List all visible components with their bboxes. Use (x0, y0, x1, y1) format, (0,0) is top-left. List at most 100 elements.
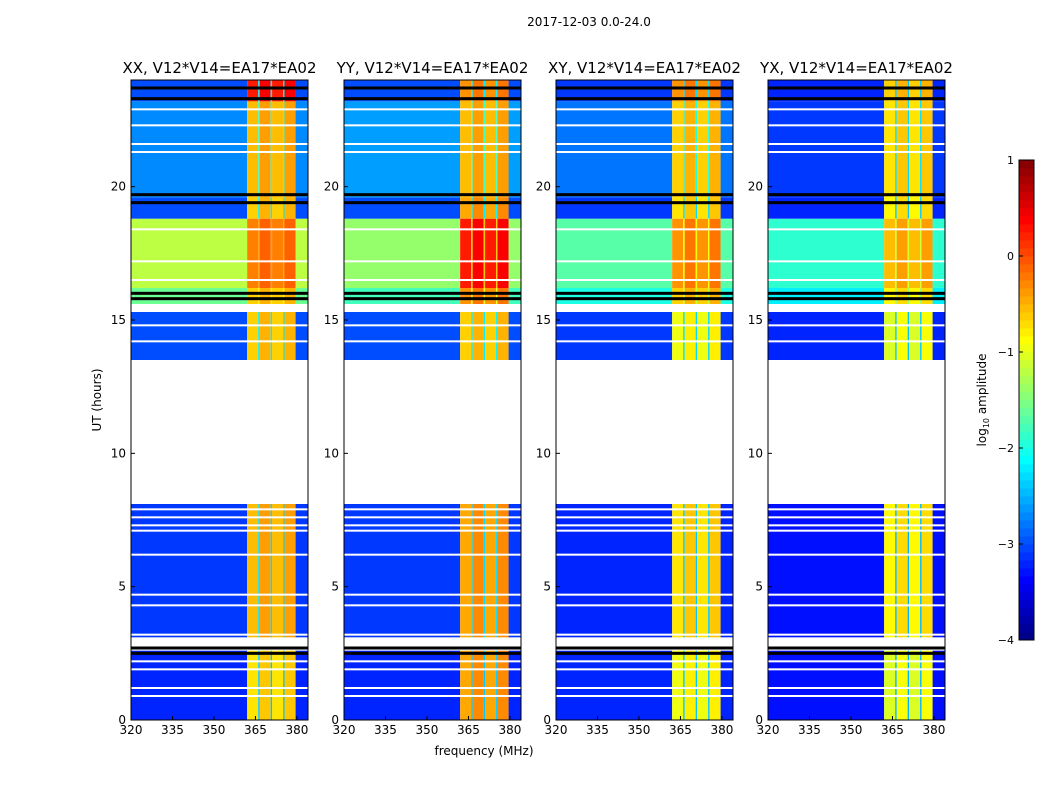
heatmap-cell-hot-channel (472, 504, 484, 638)
colorbar-tick-label: 0 (1007, 250, 1014, 263)
colorbar-tick-label: −2 (998, 442, 1014, 455)
heatmap-cell-channel-edge (907, 101, 910, 198)
x-tick-label: 320 (757, 723, 780, 737)
y-tick-label: 15 (536, 313, 551, 327)
panel-title: YX, V12*V14=EA17*EA02 (759, 59, 953, 77)
heatmap-cell-channel-edge (683, 218, 685, 288)
colorbar-swatch (1019, 584, 1034, 593)
heatmap-cell-hot-channel (909, 504, 921, 638)
colorbar-swatch (1019, 192, 1034, 201)
heatmap-cell-channel-edge (270, 288, 273, 304)
heatmap-cell-hot-channel (259, 288, 271, 304)
heatmap-cell-hot-channel (909, 101, 921, 198)
heatmap-cell-hot-channel (472, 650, 484, 720)
heatmap-cell-background (932, 218, 945, 288)
heatmap-cell-background (932, 80, 945, 102)
colorbar-swatch (1019, 464, 1034, 473)
heatmap-cell-channel-edge (695, 650, 698, 720)
heatmap-cell-hot-channel (896, 650, 908, 720)
heatmap-cell-channel-edge (907, 504, 910, 638)
flagged-dark-line (556, 97, 733, 101)
flagged-white-line (131, 279, 308, 281)
heatmap-cell-background (768, 288, 885, 304)
y-tick-label: 15 (748, 313, 763, 327)
heatmap-cell-channel-edge (895, 101, 897, 198)
flagged-white-line (344, 143, 521, 145)
flagged-dark-line (768, 651, 945, 655)
heatmap-cell-hot-channel (684, 288, 696, 304)
flagged-white-line (131, 524, 308, 527)
x-axis-label: frequency (MHz) (434, 744, 533, 758)
flagged-dark-line (556, 646, 733, 650)
axes-frame (767, 79, 946, 721)
heatmap-cell-hot-channel (485, 312, 497, 360)
heatmap-cell-hot-channel (896, 504, 908, 638)
flagged-white-line (344, 260, 521, 263)
heatmap-cell-channel-edge (695, 504, 698, 638)
flagged-dark-line (344, 97, 521, 101)
heatmap-cell-hot-channel (497, 504, 509, 638)
heatmap-cell-background (131, 101, 248, 198)
heatmap-cell-channel-edge (258, 101, 260, 198)
y-tick-label: 20 (748, 180, 763, 194)
colorbar-swatch (1019, 480, 1034, 489)
x-tick-label: 380 (922, 723, 945, 737)
heatmap-cell-hot-channel (697, 101, 709, 198)
flagged-white-line (768, 660, 945, 663)
heatmap-cell-hot-channel (460, 80, 472, 102)
y-tick-label: 20 (536, 180, 551, 194)
heatmap-cell-channel-edge (270, 650, 273, 720)
colorbar-swatch (1019, 352, 1034, 361)
colorbar-frame (1018, 159, 1035, 641)
y-tick-label: 5 (543, 580, 551, 594)
flagged-white-line (556, 604, 733, 607)
heatmap-cell-hot-channel (672, 312, 684, 360)
heatmap-cell-hot-channel (497, 218, 509, 288)
heatmap-cell-channel-edge (483, 101, 486, 198)
heatmap-cell-background (720, 312, 733, 360)
flagged-gap (131, 360, 308, 504)
flagged-dark-line (131, 86, 308, 90)
flagged-gap (131, 304, 308, 312)
heatmap-cell-background (508, 101, 521, 198)
flagged-dark-line (768, 193, 945, 197)
colorbar-swatch (1019, 280, 1034, 289)
heatmap-cell-background (508, 80, 521, 102)
heatmap-cell-hot-channel (884, 312, 896, 360)
x-tick-label: 380 (498, 723, 521, 737)
flagged-dark-line (556, 297, 733, 301)
heatmap-cell-hot-channel (896, 197, 908, 219)
flagged-white-line (344, 604, 521, 607)
colorbar-swatch (1019, 248, 1034, 257)
heatmap-cell-background (344, 80, 461, 102)
flagged-dark-line (768, 291, 945, 295)
heatmap-cell-channel-edge (471, 218, 473, 288)
heatmap-cell-hot-channel (672, 101, 684, 198)
flagged-gap (556, 304, 733, 312)
y-tick-label: 0 (118, 713, 126, 727)
heatmap-cell-hot-channel (485, 504, 497, 638)
heatmap-cell-channel-edge (270, 197, 273, 219)
flagged-white-line (344, 151, 521, 153)
flagged-white-line (768, 639, 945, 641)
flagged-white-line (344, 340, 521, 343)
heatmap-cell-channel-edge (483, 218, 486, 288)
heatmap-cell-hot-channel (497, 80, 509, 102)
x-tick-label: 335 (586, 723, 609, 737)
heatmap-cell-channel-edge (258, 312, 260, 360)
colorbar-swatch (1019, 520, 1034, 529)
heatmap-cell-hot-channel (485, 197, 497, 219)
heatmap-cell-hot-channel (460, 504, 472, 638)
colorbar-swatch (1019, 632, 1034, 641)
colorbar-swatch (1019, 432, 1034, 441)
heatmap-cell-channel-edge (483, 197, 486, 219)
heatmap-cell-hot-channel (896, 101, 908, 198)
heatmap-cell-hot-channel (460, 218, 472, 288)
heatmap-cell-background (720, 101, 733, 198)
heatmap-cell-background (131, 504, 248, 638)
heatmap-cell-hot-channel (284, 101, 296, 198)
heatmap-cell-channel-edge (283, 288, 285, 304)
heatmap-cell-hot-channel (272, 312, 284, 360)
heatmap-cell-background (932, 101, 945, 198)
flagged-white-line (344, 660, 521, 663)
